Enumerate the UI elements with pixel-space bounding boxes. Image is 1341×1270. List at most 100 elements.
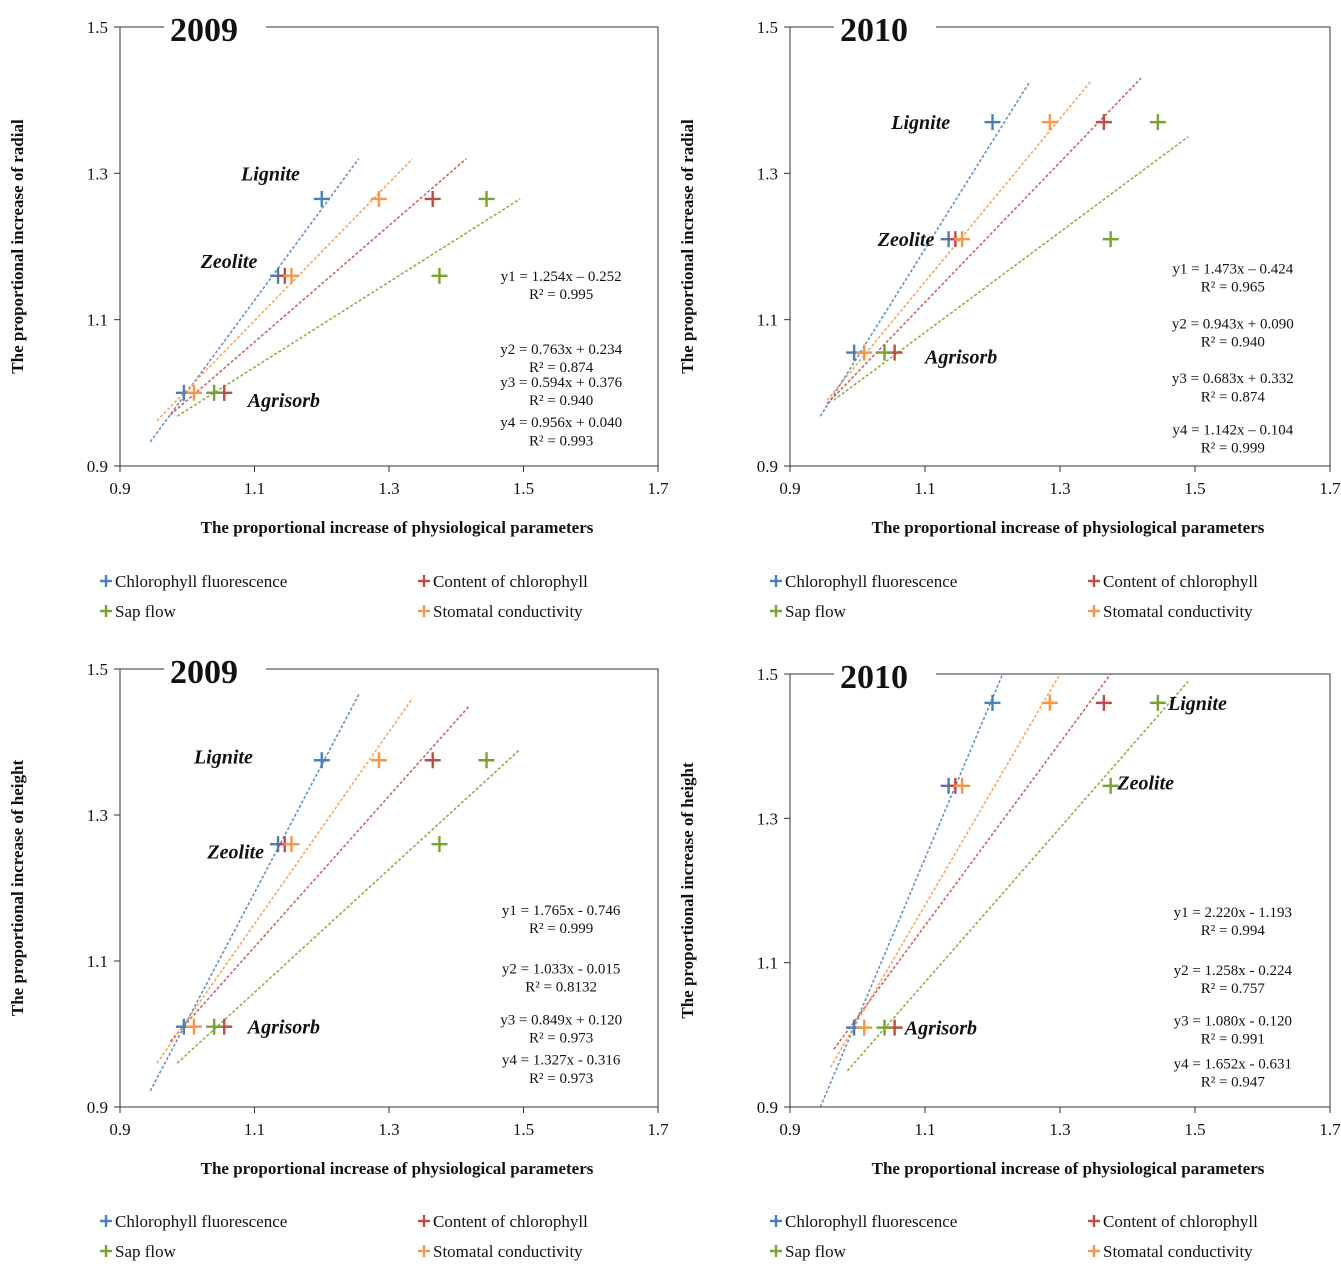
x-tick-label: 0.9	[779, 1120, 800, 1139]
site-label: Zeolite	[1116, 772, 1174, 794]
y-tick-label: 1.5	[87, 660, 108, 679]
legend-label: Content of chlorophyll	[433, 572, 588, 591]
data-point-sap-flow	[876, 344, 893, 361]
data-point-stomatal-conductivity	[1041, 114, 1058, 131]
trend-line-sap-flow	[833, 136, 1189, 401]
x-axis-label: The proportional increase of physiologic…	[201, 518, 594, 537]
x-tick-label: 1.1	[244, 479, 265, 498]
site-label: Zeolite	[877, 229, 935, 251]
trend-line-content-of-chlorophyll	[826, 77, 1142, 405]
legend-label: Content of chlorophyll	[1103, 1212, 1258, 1231]
trend-line-content-of-chlorophyll	[833, 673, 1112, 1050]
y-tick-label: 1.5	[87, 18, 108, 37]
legend-item-sap-flow: Sap flow	[770, 602, 847, 621]
data-point-content-of-chlorophyll	[424, 752, 441, 769]
r-squared-value: R² = 0.874	[1201, 389, 1266, 405]
legend-item-sap-flow: Sap flow	[770, 1242, 847, 1261]
data-point-stomatal-conductivity	[185, 384, 202, 401]
y-tick-label: 1.3	[87, 164, 108, 183]
y-axis-label: The proportional increase of radial	[678, 119, 697, 374]
legend-item-chlorophyll-fluorescence: Chlorophyll fluorescence	[770, 1212, 957, 1231]
site-label: Lignite	[240, 163, 300, 185]
chart-title: 2010	[840, 12, 908, 49]
data-point-chlorophyll-fluorescence	[313, 752, 330, 769]
trend-line-stomatal-conductivity	[829, 673, 1061, 1068]
data-point-stomatal-conductivity	[954, 777, 971, 794]
y-axis-label: The proportional increase of radial	[8, 119, 27, 374]
legend-label: Stomatal conductivity	[433, 602, 583, 621]
regression-equation: y4 = 1.652x - 0.631	[1174, 1057, 1292, 1073]
data-point-stomatal-conductivity	[954, 231, 971, 248]
x-tick-label: 1.5	[1184, 1120, 1205, 1139]
legend: Chlorophyll fluorescence Content of chlor…	[770, 572, 1258, 621]
data-point-content-of-chlorophyll	[424, 190, 441, 207]
trend-line-stomatal-conductivity	[156, 158, 414, 422]
legend-item-sap-flow: Sap flow	[100, 602, 177, 621]
regression-equation: y4 = 0.956x + 0.040	[500, 415, 622, 431]
y-axis-label: The proportional increase of height	[678, 762, 697, 1019]
data-point-stomatal-conductivity	[1041, 694, 1058, 711]
regression-equation: y4 = 1.142x – 0.104	[1172, 422, 1293, 438]
trend-line-content-of-chlorophyll	[169, 158, 467, 416]
r-squared-value: R² = 0.995	[529, 287, 593, 303]
y-tick-label: 1.3	[87, 806, 108, 825]
y-tick-label: 0.9	[757, 457, 778, 476]
regression-equation: y2 = 0.943x + 0.090	[1172, 316, 1294, 332]
x-axis-label: The proportional increase of physiologic…	[872, 1159, 1265, 1178]
data-point-content-of-chlorophyll	[1095, 694, 1112, 711]
data-point-stomatal-conductivity	[856, 344, 873, 361]
x-tick-label: 1.5	[513, 1120, 534, 1139]
legend-label: Sap flow	[785, 1242, 847, 1261]
trend-line-stomatal-conductivity	[826, 81, 1091, 401]
legend-label: Stomatal conductivity	[1103, 602, 1253, 621]
chart-panel-3: 0.9 1.1 1.3 1.5 0.9 1.1 1.3 1.5 1.7 The proportio…	[8, 654, 669, 1261]
legend-item-stomatal-conductivity: Stomatal conductivity	[418, 1242, 583, 1261]
data-point-sap-flow	[478, 752, 495, 769]
r-squared-value: R² = 0.947	[1201, 1075, 1266, 1091]
x-axis-label: The proportional increase of physiologic…	[201, 1159, 594, 1178]
title-frame-gap	[834, 23, 936, 31]
legend-item-chlorophyll-fluorescence: Chlorophyll fluorescence	[100, 1212, 287, 1231]
chart-title: 2010	[840, 659, 908, 696]
site-label: Lignite	[890, 112, 950, 134]
x-tick-label: 1.7	[647, 479, 669, 498]
legend-label: Content of chlorophyll	[433, 1212, 588, 1231]
r-squared-value: R² = 0.991	[1201, 1031, 1265, 1047]
chart-title: 2009	[170, 12, 238, 49]
y-tick-label: 1.3	[757, 809, 778, 828]
r-squared-value: R² = 0.940	[1201, 335, 1265, 351]
x-tick-label: 1.3	[378, 479, 399, 498]
legend-item-content-of-chlorophyll: Content of chlorophyll	[1088, 1212, 1258, 1231]
x-axis-label: The proportional increase of physiologic…	[872, 518, 1265, 537]
regression-equation: y1 = 1.254x – 0.252	[501, 269, 622, 285]
legend-item-stomatal-conductivity: Stomatal conductivity	[1088, 1242, 1253, 1261]
data-point-chlorophyll-fluorescence	[984, 694, 1001, 711]
y-tick-label: 1.1	[757, 311, 778, 330]
legend: Chlorophyll fluorescence Content of chlor…	[100, 1212, 588, 1261]
regression-equation: y1 = 1.765x - 0.746	[502, 903, 621, 919]
data-point-sap-flow	[431, 267, 448, 284]
r-squared-value: R² = 0.999	[529, 921, 593, 937]
data-point-sap-flow	[1149, 694, 1166, 711]
data-point-stomatal-conductivity	[370, 190, 387, 207]
regression-equation: y3 = 1.080x - 0.120	[1174, 1013, 1292, 1029]
chart-title: 2009	[170, 654, 238, 691]
legend-item-chlorophyll-fluorescence: Chlorophyll fluorescence	[770, 572, 957, 591]
legend-label: Sap flow	[115, 1242, 177, 1261]
x-tick-label: 1.3	[1049, 479, 1070, 498]
legend-label: Sap flow	[115, 602, 177, 621]
r-squared-value: R² = 0.965	[1201, 280, 1265, 296]
legend-label: Chlorophyll fluorescence	[785, 1212, 957, 1231]
y-tick-label: 0.9	[87, 457, 108, 476]
x-tick-label: 1.3	[378, 1120, 399, 1139]
y-tick-label: 0.9	[757, 1098, 778, 1117]
data-point-sap-flow	[478, 190, 495, 207]
r-squared-value: R² = 0.973	[529, 1031, 593, 1047]
legend-label: Sap flow	[785, 602, 847, 621]
data-point-stomatal-conductivity	[283, 836, 300, 853]
regression-equation: y1 = 1.473x – 0.424	[1172, 261, 1293, 277]
trend-line-sap-flow	[176, 198, 521, 417]
x-tick-label: 0.9	[779, 479, 800, 498]
legend-item-chlorophyll-fluorescence: Chlorophyll fluorescence	[100, 572, 287, 591]
data-point-chlorophyll-fluorescence	[984, 114, 1001, 131]
